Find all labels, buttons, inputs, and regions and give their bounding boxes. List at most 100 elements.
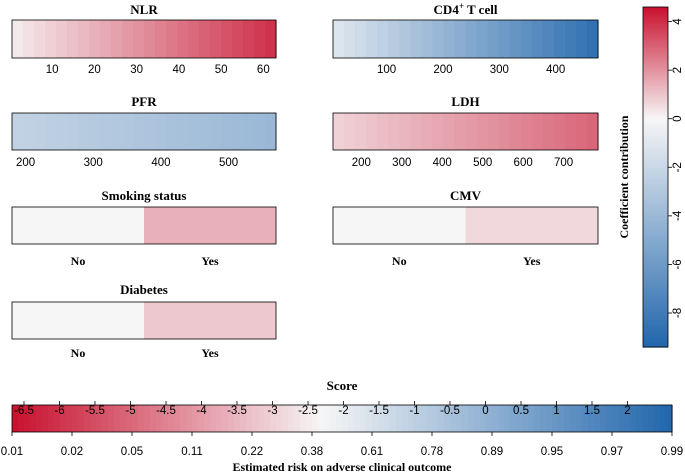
- legend-cell: [643, 147, 668, 151]
- legend-cell: [643, 293, 668, 297]
- heat-cell: [144, 20, 156, 58]
- panel-nlr: NLR 10 20 30 40 50 60: [11, 2, 277, 76]
- heat-cell: [78, 20, 90, 58]
- score-cell: [522, 405, 529, 432]
- score-cell: [600, 405, 607, 432]
- heat-cell: [564, 113, 577, 150]
- heat-cell: [355, 113, 367, 150]
- heat-cell: [476, 113, 489, 150]
- heat-cell: [177, 113, 189, 150]
- score-cell: [666, 405, 673, 432]
- category-label: No: [71, 254, 86, 268]
- legend-cell: [643, 19, 668, 23]
- legend-cell: [643, 332, 668, 336]
- score-tick-label: -3.5: [227, 405, 247, 417]
- score-cell: [54, 405, 61, 432]
- score-cell: [420, 405, 427, 432]
- legend-cell: [643, 220, 668, 224]
- score-cell: [528, 405, 535, 432]
- score-cell: [540, 405, 547, 432]
- legend-cell: [643, 276, 668, 280]
- score-cell: [144, 405, 151, 432]
- score-cell: [114, 405, 121, 432]
- heat-cell: [89, 20, 101, 58]
- category-label: Yes: [523, 254, 541, 268]
- heat-cell: [344, 113, 356, 150]
- legend-cell: [643, 186, 668, 190]
- legend-tick-label: -8: [672, 308, 684, 318]
- heat-cell: [23, 113, 35, 150]
- score-bar: Score -6.5 -6 -5.5 -5 -4.5 -4 -3.5 -3 -2.5 -2 -1.5 -…: [1, 378, 683, 474]
- panel-smoking-status: Smoking status No Yes: [11, 188, 277, 268]
- heat-cell: [399, 113, 411, 150]
- heat-cell: [465, 113, 478, 150]
- legend-cell: [643, 79, 668, 83]
- legend-cell: [643, 181, 668, 185]
- legend-cell: [643, 303, 668, 307]
- heat-cell: [586, 20, 599, 58]
- score-cell: [450, 405, 457, 432]
- legend-cell: [643, 43, 668, 47]
- score-cell: [612, 405, 619, 432]
- heat-cell: [111, 113, 123, 150]
- legend-cell: [643, 313, 668, 317]
- heat-cell: [199, 20, 211, 58]
- tick-label: 200: [352, 157, 371, 169]
- heat-cell: [509, 20, 522, 58]
- heat-cell: [243, 113, 255, 150]
- legend-cell: [643, 16, 668, 20]
- score-cell: [186, 405, 193, 432]
- score-cell: [348, 405, 355, 432]
- score-cell: [378, 405, 385, 432]
- score-cell: [180, 405, 187, 432]
- heat-cell: [188, 20, 200, 58]
- heat-cell: [232, 20, 244, 58]
- risk-tick-label: 0.99: [661, 446, 683, 458]
- score-cell: [582, 405, 589, 432]
- score-tick-label: -2.5: [298, 405, 318, 417]
- legend-cell: [643, 7, 668, 11]
- legend-tick-label: 4: [672, 18, 684, 25]
- heat-cell: [542, 113, 555, 150]
- legend-cell: [643, 266, 668, 270]
- score-cell: [252, 405, 259, 432]
- heat-cell: [388, 113, 400, 150]
- legend-cell: [643, 203, 668, 207]
- panel-frame: [332, 19, 599, 59]
- legend-cell: [643, 237, 668, 241]
- legend-cell: [643, 116, 668, 120]
- score-cell: [126, 405, 133, 432]
- score-cell: [306, 405, 313, 432]
- score-cell: [546, 405, 553, 432]
- legend-cell: [643, 38, 668, 42]
- legend-cell: [643, 230, 668, 234]
- heat-cell: [199, 113, 211, 150]
- legend-cell: [643, 94, 668, 98]
- heat-cell: [23, 20, 35, 58]
- score-cell: [264, 405, 271, 432]
- score-cell: [516, 405, 523, 432]
- score-cell: [480, 405, 487, 432]
- risk-tick-label: 0.22: [241, 446, 263, 458]
- score-cell: [564, 405, 571, 432]
- legend-cell: [643, 218, 668, 222]
- heat-cell: [432, 20, 445, 58]
- heat-cell: [133, 20, 145, 58]
- legend-tick-label: -2: [672, 162, 684, 172]
- legend-cell: [643, 271, 668, 275]
- legend-tick-label: -4: [672, 210, 684, 221]
- heat-cell: [454, 113, 467, 150]
- tick-label: 50: [215, 64, 228, 76]
- score-cell: [198, 405, 205, 432]
- score-cell: [36, 405, 43, 432]
- score-title: Score: [327, 378, 358, 393]
- risk-tick-label: 0.89: [481, 446, 503, 458]
- heat-cell: [232, 113, 244, 150]
- heat-cell: [221, 113, 233, 150]
- legend-cell: [643, 177, 668, 181]
- legend-cell: [643, 36, 668, 40]
- panel-frame: [11, 112, 277, 151]
- tick-label: 100: [377, 64, 396, 76]
- score-cell: [24, 405, 31, 432]
